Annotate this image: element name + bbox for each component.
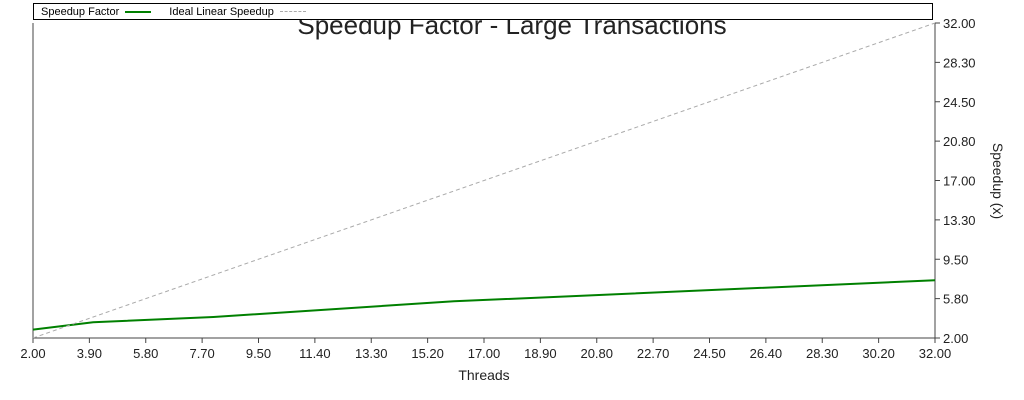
x-tick-label: 30.20 bbox=[862, 346, 895, 361]
x-tick-label: 9.50 bbox=[246, 346, 271, 361]
y-tick-label: 2.00 bbox=[943, 331, 968, 346]
x-tick-label: 2.00 bbox=[20, 346, 45, 361]
y-tick-label: 32.00 bbox=[943, 16, 976, 31]
series-layer bbox=[32, 22, 936, 339]
legend-label-speedup: Speedup Factor bbox=[41, 5, 120, 18]
ideal-linear-speedup-line bbox=[32, 22, 936, 339]
y-tick-label: 17.00 bbox=[943, 174, 976, 189]
x-tick-label: 7.70 bbox=[189, 346, 214, 361]
x-tick-label: 24.50 bbox=[693, 346, 726, 361]
y-tick-label: 28.30 bbox=[943, 55, 976, 70]
y-tick-label: 13.30 bbox=[943, 213, 976, 228]
legend-entry-ideal: Ideal Linear Speedup bbox=[169, 6, 306, 18]
x-tick-label: 15.20 bbox=[411, 346, 444, 361]
x-tick-label: 20.80 bbox=[580, 346, 613, 361]
y-tick-label: 20.80 bbox=[943, 134, 976, 149]
speedup-factor-line bbox=[32, 279, 936, 331]
x-tick-label: 17.00 bbox=[468, 346, 501, 361]
legend-label-ideal: Ideal Linear Speedup bbox=[169, 5, 274, 18]
x-tick-label: 11.40 bbox=[299, 346, 331, 361]
x-tick-label: 3.90 bbox=[77, 346, 102, 361]
x-tick-label: 32.00 bbox=[919, 346, 952, 361]
x-tick-labels: 2.00 3.90 5.80 7.70 9.50 11.40 13.30 15.20 17.00… bbox=[20, 338, 951, 361]
x-tick-label: 26.40 bbox=[750, 346, 783, 361]
x-tick-label: 22.70 bbox=[637, 346, 670, 361]
y-tick-label: 5.80 bbox=[943, 292, 968, 307]
x-tick-label: 5.80 bbox=[133, 346, 158, 361]
legend-swatch-ideal bbox=[279, 11, 306, 12]
x-axis-label: Threads bbox=[458, 367, 510, 383]
x-tick-label: 13.30 bbox=[355, 346, 388, 361]
y-tick-label: 9.50 bbox=[943, 252, 968, 267]
x-tick-label: 28.30 bbox=[806, 346, 839, 361]
legend: Speedup Factor Ideal Linear Speedup bbox=[33, 3, 933, 20]
y-tick-labels: 2.00 5.80 9.50 13.30 17.00 20.80 24.50 28.30 32.… bbox=[935, 16, 976, 346]
legend-swatch-speedup bbox=[125, 10, 152, 13]
legend-entry-speedup: Speedup Factor bbox=[41, 5, 152, 18]
x-tick-label: 18.90 bbox=[524, 346, 557, 361]
y-axis-label: Speedup (x) bbox=[990, 142, 1006, 220]
y-tick-label: 24.50 bbox=[943, 95, 976, 110]
